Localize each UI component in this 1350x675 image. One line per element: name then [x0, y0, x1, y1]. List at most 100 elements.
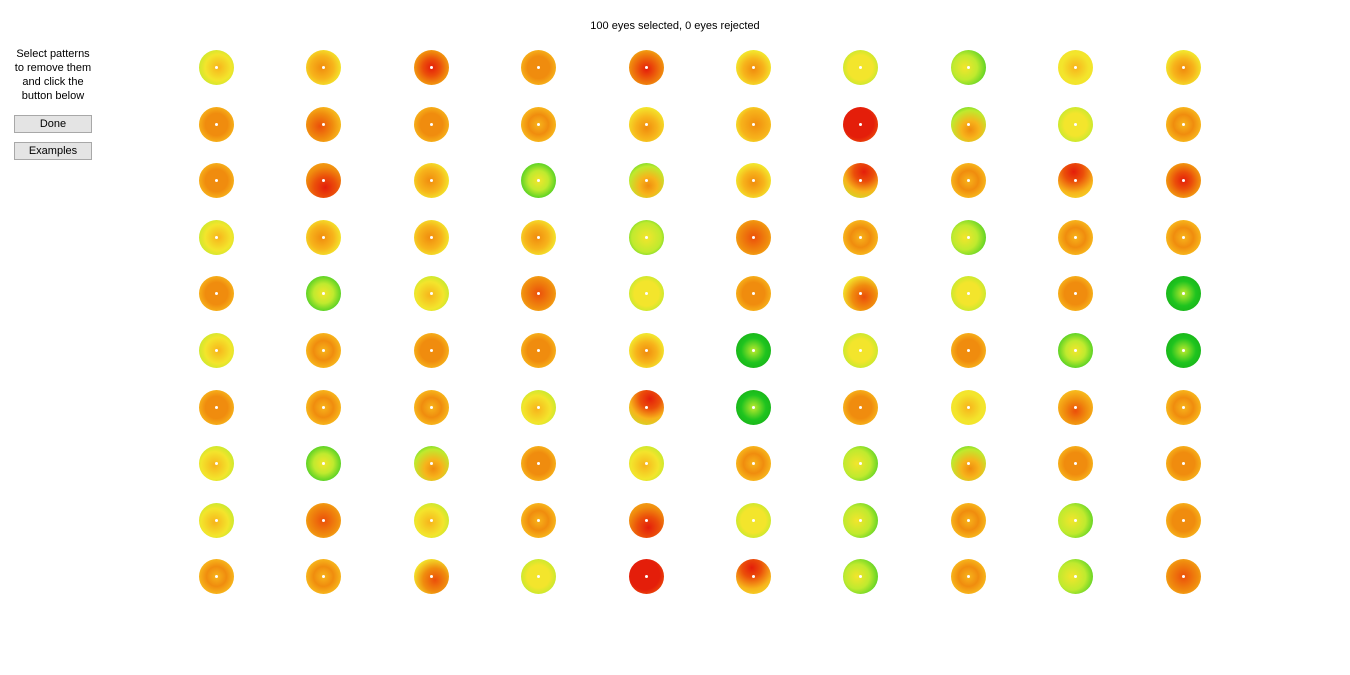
eye-pattern-thumbnail[interactable]: [951, 559, 986, 594]
eye-pattern-thumbnail[interactable]: [736, 503, 771, 538]
eye-pattern-thumbnail[interactable]: [414, 107, 449, 142]
eye-pattern-thumbnail[interactable]: [521, 276, 556, 311]
examples-button[interactable]: Examples: [14, 142, 92, 160]
eye-pattern-thumbnail[interactable]: [414, 333, 449, 368]
eye-pattern-thumbnail[interactable]: [629, 50, 664, 85]
eye-pattern-thumbnail[interactable]: [414, 390, 449, 425]
eye-pattern-thumbnail[interactable]: [521, 333, 556, 368]
eye-pattern-thumbnail[interactable]: [199, 276, 234, 311]
eye-pattern-thumbnail[interactable]: [306, 163, 341, 198]
eye-pattern-thumbnail[interactable]: [199, 220, 234, 255]
eye-pattern-thumbnail[interactable]: [306, 276, 341, 311]
eye-pattern-thumbnail[interactable]: [521, 446, 556, 481]
eye-pattern-thumbnail[interactable]: [1058, 107, 1093, 142]
eye-pattern-thumbnail[interactable]: [414, 559, 449, 594]
eye-pattern-thumbnail[interactable]: [1058, 220, 1093, 255]
eye-pattern-thumbnail[interactable]: [843, 220, 878, 255]
eye-pattern-thumbnail[interactable]: [199, 446, 234, 481]
eye-pattern-thumbnail[interactable]: [843, 50, 878, 85]
eye-pattern-thumbnail[interactable]: [199, 503, 234, 538]
eye-pattern-thumbnail[interactable]: [1058, 503, 1093, 538]
eye-pattern-thumbnail[interactable]: [1058, 559, 1093, 594]
eye-pattern-thumbnail[interactable]: [306, 50, 341, 85]
eye-pattern-thumbnail[interactable]: [1058, 50, 1093, 85]
eye-pattern-thumbnail[interactable]: [736, 50, 771, 85]
eye-pattern-thumbnail[interactable]: [736, 220, 771, 255]
eye-pattern-thumbnail[interactable]: [521, 220, 556, 255]
eye-pattern-thumbnail[interactable]: [1058, 276, 1093, 311]
eye-pattern-thumbnail[interactable]: [199, 163, 234, 198]
done-button[interactable]: Done: [14, 115, 92, 133]
eye-pattern-thumbnail[interactable]: [1166, 446, 1201, 481]
eye-pattern-thumbnail[interactable]: [1166, 503, 1201, 538]
eye-pattern-thumbnail[interactable]: [306, 559, 341, 594]
eye-pattern-thumbnail[interactable]: [843, 276, 878, 311]
eye-pattern-thumbnail[interactable]: [951, 503, 986, 538]
eye-pattern-thumbnail[interactable]: [629, 503, 664, 538]
eye-pattern-thumbnail[interactable]: [199, 50, 234, 85]
eye-pattern-thumbnail[interactable]: [521, 390, 556, 425]
eye-pattern-thumbnail[interactable]: [521, 107, 556, 142]
eye-pattern-thumbnail[interactable]: [306, 390, 341, 425]
eye-pattern-thumbnail[interactable]: [306, 107, 341, 142]
eye-pattern-thumbnail[interactable]: [306, 220, 341, 255]
eye-pattern-thumbnail[interactable]: [736, 163, 771, 198]
eye-pattern-thumbnail[interactable]: [521, 503, 556, 538]
eye-pattern-thumbnail[interactable]: [736, 333, 771, 368]
eye-pattern-thumbnail[interactable]: [951, 276, 986, 311]
eye-pattern-thumbnail[interactable]: [736, 390, 771, 425]
eye-pattern-thumbnail[interactable]: [951, 163, 986, 198]
eye-pattern-thumbnail[interactable]: [843, 390, 878, 425]
eye-pattern-thumbnail[interactable]: [306, 333, 341, 368]
eye-pattern-thumbnail[interactable]: [629, 220, 664, 255]
eye-pattern-thumbnail[interactable]: [1166, 559, 1201, 594]
eye-pattern-thumbnail[interactable]: [414, 276, 449, 311]
eye-pattern-thumbnail[interactable]: [736, 559, 771, 594]
eye-pattern-thumbnail[interactable]: [199, 333, 234, 368]
eye-pattern-thumbnail[interactable]: [629, 559, 664, 594]
eye-pattern-thumbnail[interactable]: [951, 446, 986, 481]
eye-pattern-thumbnail[interactable]: [736, 446, 771, 481]
eye-pattern-thumbnail[interactable]: [199, 390, 234, 425]
eye-pattern-thumbnail[interactable]: [951, 50, 986, 85]
eye-pattern-thumbnail[interactable]: [1166, 276, 1201, 311]
eye-pattern-thumbnail[interactable]: [951, 390, 986, 425]
eye-pattern-thumbnail[interactable]: [1166, 163, 1201, 198]
eye-pattern-thumbnail[interactable]: [521, 163, 556, 198]
eye-pattern-thumbnail[interactable]: [199, 107, 234, 142]
eye-pattern-thumbnail[interactable]: [1166, 220, 1201, 255]
eye-pattern-thumbnail[interactable]: [1166, 50, 1201, 85]
eye-pattern-thumbnail[interactable]: [306, 446, 341, 481]
eye-pattern-thumbnail[interactable]: [629, 333, 664, 368]
eye-pattern-thumbnail[interactable]: [951, 220, 986, 255]
eye-pattern-thumbnail[interactable]: [951, 107, 986, 142]
eye-pattern-thumbnail[interactable]: [306, 503, 341, 538]
eye-pattern-thumbnail[interactable]: [629, 107, 664, 142]
eye-pattern-thumbnail[interactable]: [736, 276, 771, 311]
eye-pattern-thumbnail[interactable]: [629, 276, 664, 311]
eye-pattern-thumbnail[interactable]: [843, 559, 878, 594]
eye-pattern-thumbnail[interactable]: [414, 446, 449, 481]
eye-pattern-thumbnail[interactable]: [1166, 390, 1201, 425]
eye-pattern-thumbnail[interactable]: [629, 446, 664, 481]
eye-pattern-thumbnail[interactable]: [629, 163, 664, 198]
eye-pattern-thumbnail[interactable]: [414, 503, 449, 538]
eye-pattern-thumbnail[interactable]: [1166, 333, 1201, 368]
eye-pattern-thumbnail[interactable]: [951, 333, 986, 368]
eye-pattern-thumbnail[interactable]: [843, 163, 878, 198]
eye-pattern-thumbnail[interactable]: [1058, 446, 1093, 481]
eye-pattern-thumbnail[interactable]: [843, 503, 878, 538]
eye-pattern-thumbnail[interactable]: [1058, 163, 1093, 198]
eye-pattern-thumbnail[interactable]: [736, 107, 771, 142]
eye-pattern-thumbnail[interactable]: [199, 559, 234, 594]
eye-pattern-thumbnail[interactable]: [521, 50, 556, 85]
eye-pattern-thumbnail[interactable]: [1058, 333, 1093, 368]
eye-pattern-thumbnail[interactable]: [1058, 390, 1093, 425]
eye-pattern-thumbnail[interactable]: [629, 390, 664, 425]
eye-pattern-thumbnail[interactable]: [843, 107, 878, 142]
eye-pattern-thumbnail[interactable]: [414, 50, 449, 85]
eye-pattern-thumbnail[interactable]: [414, 220, 449, 255]
eye-pattern-thumbnail[interactable]: [843, 333, 878, 368]
eye-pattern-thumbnail[interactable]: [414, 163, 449, 198]
eye-pattern-thumbnail[interactable]: [843, 446, 878, 481]
